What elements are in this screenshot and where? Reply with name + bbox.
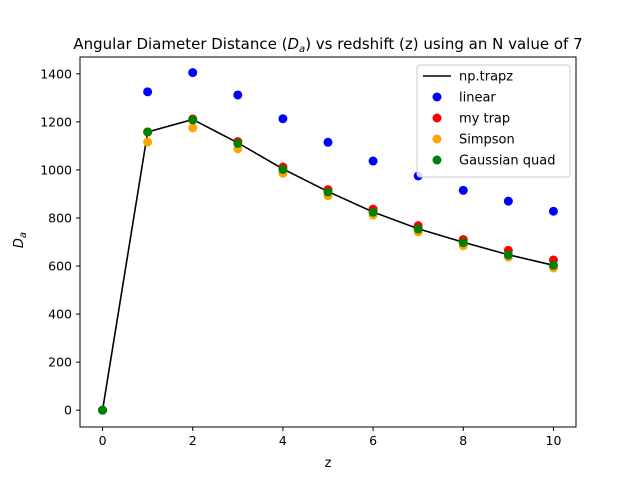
y-tick-label: 600 [48, 259, 72, 274]
title-post: ) vs redshift (z) using an N value of 7 [305, 35, 582, 53]
point-linear [503, 196, 513, 206]
x-axis-label: z [325, 456, 332, 471]
title-pre: Angular Diameter Distance ( [73, 35, 287, 53]
y-tick-label: 0 [64, 403, 72, 418]
point-linear [143, 87, 153, 97]
legend-label-my-trap: my trap [459, 112, 510, 127]
x-tick-label: 2 [189, 433, 197, 448]
point-simpson [143, 137, 153, 147]
point-gaussian-quad [143, 127, 153, 137]
point-linear [458, 185, 468, 195]
x-tick-label: 4 [279, 433, 287, 448]
point-linear [368, 156, 378, 166]
x-tick-label: 6 [369, 433, 377, 448]
y-axis-label: Da [12, 232, 29, 248]
x-tick-label: 10 [546, 433, 562, 448]
y-tick-label: 1400 [40, 66, 72, 81]
y-axis-sym: D [12, 238, 27, 248]
point-gaussian-quad [188, 115, 198, 125]
point-gaussian-quad [503, 250, 513, 260]
point-gaussian-quad [323, 187, 333, 197]
legend: np.trapz linear my trap Simpson Gaussian qua… [416, 64, 571, 178]
y-tick-label: 400 [48, 307, 72, 322]
y-tick-label: 800 [48, 210, 72, 225]
legend-label-np-trapz: np.trapz [459, 70, 513, 85]
point-linear [278, 114, 288, 124]
plot-frame [79, 56, 577, 428]
point-linear [233, 90, 243, 100]
x-tick-label: 0 [99, 433, 107, 448]
legend-swatch-gaussian-quad [432, 155, 442, 165]
chart-title: Angular Diameter Distance (Da) vs redshi… [73, 35, 582, 55]
point-gaussian-quad [413, 224, 423, 234]
legend-box [416, 64, 571, 178]
axis-ticks: 0 2 4 6 8 10 0 200 400 600 800 1000 1200 1400 [40, 66, 561, 448]
title-sym: D [287, 35, 299, 53]
point-gaussian-quad [233, 138, 243, 148]
point-gaussian-quad [278, 164, 288, 174]
y-tick-label: 1200 [40, 114, 72, 129]
point-gaussian-quad [458, 238, 468, 248]
legend-swatch-my-trap [432, 113, 442, 123]
point-linear [323, 137, 333, 147]
point-gaussian-quad [368, 207, 378, 217]
legend-label-gaussian-quad: Gaussian quad [459, 154, 555, 169]
points-layer [98, 68, 558, 415]
y-axis-sub: a [18, 232, 29, 238]
point-gaussian-quad [98, 405, 108, 415]
legend-swatch-simpson [432, 134, 442, 144]
y-tick-label: 1000 [40, 162, 72, 177]
x-tick-label: 8 [459, 433, 467, 448]
y-tick-label: 200 [48, 355, 72, 370]
point-simpson [188, 123, 198, 133]
legend-label-simpson: Simpson [459, 133, 515, 148]
point-linear [188, 68, 198, 78]
point-gaussian-quad [548, 260, 558, 270]
legend-label-linear: linear [459, 91, 496, 106]
title-sub: a [299, 44, 305, 55]
point-linear [548, 206, 558, 216]
legend-swatch-linear [432, 92, 442, 102]
